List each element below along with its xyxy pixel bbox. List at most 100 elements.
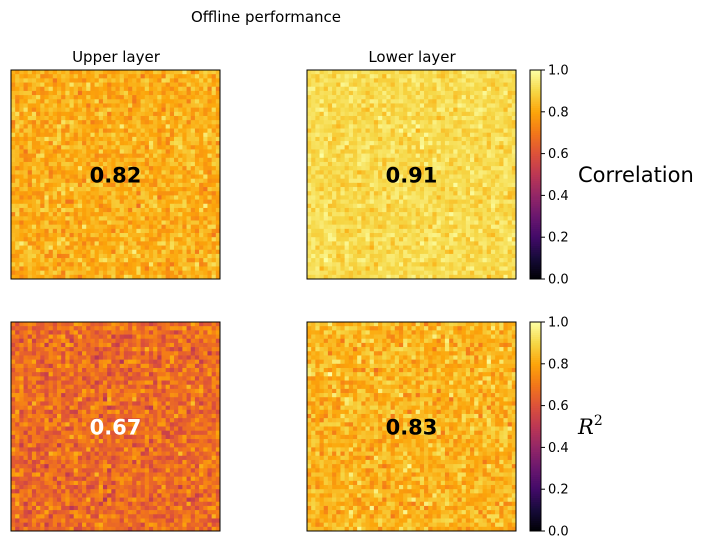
heatmap-cell [178, 90, 183, 96]
heatmap-cell [102, 115, 108, 121]
heatmap-cell [203, 99, 208, 104]
heatmap-cell [315, 245, 320, 251]
heatmap-cell [77, 161, 83, 167]
heatmap-cell [73, 203, 79, 209]
heatmap-cell [465, 95, 471, 100]
heatmap-cell [307, 78, 312, 83]
heatmap-cell [415, 178, 421, 184]
heatmap-cell [203, 191, 208, 196]
heatmap-cell [190, 195, 196, 200]
heatmap-cell [495, 153, 500, 159]
heatmap-cell [382, 237, 387, 242]
heatmap-cell [507, 170, 513, 175]
heatmap-cell [90, 207, 95, 213]
heatmap-cell [90, 86, 95, 92]
heatmap-cell [449, 86, 454, 92]
heatmap-cell [419, 99, 425, 104]
heatmap-cell [461, 78, 467, 83]
heatmap-cell [411, 128, 417, 134]
heatmap-cell [486, 249, 492, 255]
heatmap-cell [499, 166, 504, 171]
heatmap-cell [27, 70, 33, 75]
heatmap-cell [215, 212, 221, 217]
heatmap-cell [511, 145, 517, 150]
heatmap-cell [86, 103, 91, 108]
heatmap-cell [323, 115, 329, 121]
heatmap-cell [174, 78, 179, 83]
heatmap-cell [419, 174, 425, 180]
heatmap-cell [73, 187, 79, 192]
heatmap-cell [52, 241, 58, 246]
heatmap-cell [48, 270, 54, 276]
heatmap-cell [461, 258, 467, 263]
heatmap-cell [36, 191, 41, 196]
heatmap-cell [165, 199, 171, 205]
heatmap-cell [140, 90, 146, 96]
heatmap-cell [511, 95, 517, 100]
heatmap-cell [352, 128, 358, 134]
heatmap-cell [319, 178, 325, 184]
heatmap-cell [419, 187, 425, 192]
heatmap-cell [332, 187, 337, 192]
heatmap-cell [31, 128, 37, 134]
heatmap-cell [119, 132, 125, 138]
heatmap-cell [499, 145, 504, 150]
heatmap-cell [178, 249, 183, 255]
heatmap-cell [411, 224, 417, 230]
heatmap-cell [178, 253, 183, 259]
heatmap-cell [398, 182, 404, 188]
heatmap-cell [102, 199, 108, 205]
heatmap-cell [165, 115, 171, 121]
heatmap-cell [319, 120, 325, 125]
heatmap-cell [111, 128, 116, 134]
heatmap-cell [203, 224, 208, 230]
heatmap-cell [465, 249, 471, 255]
heatmap-cell [48, 136, 54, 142]
heatmap-cell [407, 274, 412, 280]
heatmap-cell [123, 195, 129, 200]
heatmap-cell [352, 141, 358, 146]
heatmap-cell [457, 153, 463, 159]
heatmap-cell [211, 103, 217, 108]
heatmap-cell [132, 120, 137, 125]
heatmap-cell [386, 203, 391, 209]
heatmap-cell [115, 174, 121, 180]
heatmap-cell [386, 70, 391, 75]
heatmap-cell [211, 136, 217, 142]
heatmap-cell [428, 253, 433, 259]
heatmap-cell [407, 170, 412, 175]
heatmap-cell [169, 149, 175, 154]
heatmap-cell [449, 195, 454, 200]
heatmap-cell [344, 174, 350, 180]
heatmap-cell [86, 132, 91, 138]
heatmap-cell [307, 262, 312, 267]
heatmap-cell [361, 70, 366, 75]
heatmap-cell [499, 249, 504, 255]
heatmap-cell [478, 161, 483, 167]
heatmap-cell [215, 207, 221, 213]
heatmap-cell [211, 132, 217, 138]
heatmap-cell [457, 220, 463, 226]
heatmap-cell [436, 253, 442, 259]
heatmap-cell [453, 216, 458, 221]
heatmap-cell [503, 212, 508, 217]
heatmap-cell [470, 195, 475, 200]
heatmap-cell [23, 253, 29, 259]
heatmap-cell [440, 207, 446, 213]
heatmap-cell [474, 170, 479, 175]
heatmap-cell [407, 207, 412, 213]
heatmap-cell [148, 157, 154, 163]
heatmap-cell [357, 274, 362, 280]
heatmap-cell [123, 78, 129, 83]
heatmap-cell [115, 212, 121, 217]
heatmap-cell [90, 270, 95, 276]
heatmap-cell [148, 237, 154, 242]
heatmap-cell [457, 74, 463, 79]
heatmap-cell [123, 216, 129, 221]
heatmap-cell [132, 216, 137, 221]
heatmap-cell [36, 262, 41, 267]
heatmap-cell [40, 195, 45, 200]
heatmap-cell [94, 262, 100, 267]
heatmap-cell [357, 128, 362, 134]
heatmap-cell [61, 115, 66, 121]
